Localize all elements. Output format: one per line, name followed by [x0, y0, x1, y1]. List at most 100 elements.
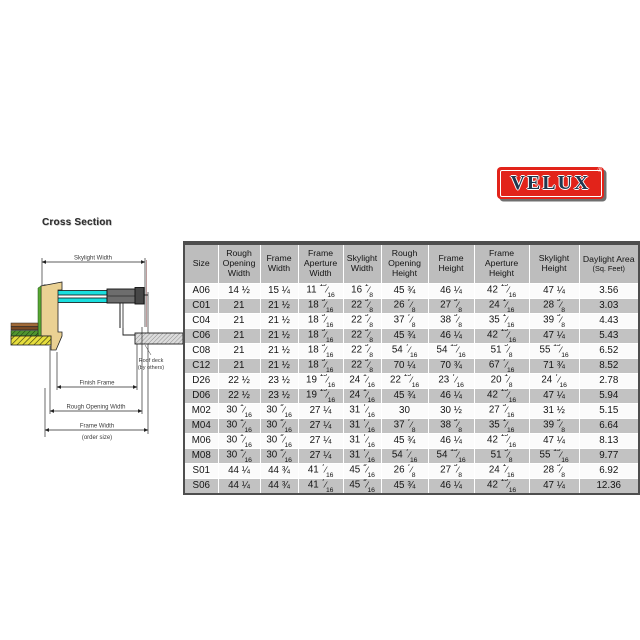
table-cell: 21 — [217, 358, 261, 375]
table-cell: 3.56 — [578, 282, 640, 300]
table-cell: 22 3⁄8 — [342, 328, 382, 345]
table-cell: 19 15⁄16 — [297, 388, 344, 405]
size-cell: M04 — [183, 418, 219, 435]
size-cell: D06 — [183, 388, 219, 405]
table-body: A06 14 ½ 15 ¼ 11 15⁄16 16 1⁄8 45 ¾ 46 ¼ 42 15⁄1… — [183, 282, 640, 495]
table-cell: 30 1⁄16 — [217, 448, 261, 465]
table-cell: 30 9⁄16 — [259, 433, 299, 450]
table-row: M04 30 1⁄16 30 9⁄16 27 ¼ 31 7⁄16 37 7⁄8 38 3⁄8… — [183, 418, 640, 435]
column-header: Rough Opening Width — [217, 242, 261, 284]
table-cell: 5.43 — [578, 328, 640, 345]
table-cell: 22 ½ — [217, 373, 261, 390]
table-cell: 39 3⁄8 — [528, 418, 580, 435]
table-cell: 31 7⁄16 — [342, 418, 382, 435]
dim-label-finish-frame: Finish Frame — [79, 381, 115, 387]
table-cell: 55 15⁄16 — [528, 448, 580, 465]
table-cell: 45 ¾ — [380, 328, 429, 345]
table-cell: 54 15⁄16 — [427, 448, 475, 465]
size-cell: D26 — [183, 373, 219, 390]
table-cell: 24 1⁄16 — [473, 298, 530, 315]
table-cell: 30 — [380, 403, 429, 420]
table-cell: 46 ¼ — [427, 328, 475, 345]
dimension-finish-frame: Finish Frame — [56, 344, 138, 390]
table-cell: 44 ¾ — [259, 478, 299, 495]
table-cell: 41 7⁄16 — [297, 478, 344, 495]
dim-label-frame-width: Frame Width — [80, 424, 114, 430]
table-cell: 42 15⁄16 — [473, 478, 530, 495]
cross-section-title: Cross Section — [42, 217, 112, 228]
table-cell: 38 3⁄8 — [427, 418, 475, 435]
table-cell: 47 ¼ — [528, 478, 580, 495]
table-cell: 31 7⁄16 — [342, 448, 382, 465]
table-cell: 21 ½ — [259, 358, 299, 375]
table-cell: 30 9⁄16 — [259, 448, 299, 465]
column-header: Rough Opening Height — [380, 242, 429, 284]
table-row: A06 14 ½ 15 ¼ 11 15⁄16 16 1⁄8 45 ¾ 46 ¼ 42 15⁄1… — [183, 282, 640, 300]
table-cell: 45 ¾ — [380, 478, 429, 495]
registered-trademark: ® — [597, 168, 602, 174]
table-cell: 45 9⁄16 — [342, 478, 382, 495]
table-cell: 45 ¾ — [380, 433, 429, 450]
dimension-rough-opening: Rough Opening Width — [49, 327, 143, 414]
table-row: C06 21 21 ½ 18 3⁄16 22 3⁄8 45 ¾ 46 ¼ 42 15⁄16 47… — [183, 328, 640, 345]
table-cell: 23 ½ — [259, 388, 299, 405]
size-cell: M06 — [183, 433, 219, 450]
table-row: M02 30 1⁄16 30 9⁄16 27 ¼ 31 7⁄16 30 30 ½ 27 3⁄1… — [183, 403, 640, 420]
table-cell: 46 ¼ — [427, 388, 475, 405]
table-cell: 28 3⁄8 — [528, 298, 580, 315]
table-cell: 27 3⁄16 — [473, 403, 530, 420]
deck-note: Roof deck (by others) — [138, 344, 164, 371]
table-cell: 27 ¼ — [297, 433, 344, 450]
table-cell: 24 7⁄16 — [528, 373, 580, 390]
size-cell: C06 — [183, 328, 219, 345]
table-cell: 21 ½ — [259, 313, 299, 330]
table-row: D26 22 ½ 23 ½ 19 15⁄16 24 1⁄16 22 15⁄16 23 7⁄1… — [183, 373, 640, 390]
table-cell: 45 9⁄16 — [342, 463, 382, 480]
table-cell: 55 15⁄16 — [528, 343, 580, 360]
table-row: C12 21 21 ½ 18 3⁄16 22 3⁄8 70 ¼ 70 ¾ 67 7⁄16 71 … — [183, 358, 640, 375]
column-header: Frame Width — [259, 242, 299, 284]
table-cell: 21 — [217, 343, 261, 360]
table-row: C01 21 21 ½ 18 3⁄16 22 3⁄8 26 7⁄8 27 3⁄8 24 1⁄1… — [183, 298, 640, 315]
table-cell: 11 15⁄16 — [297, 282, 344, 300]
table-cell: 70 ¼ — [380, 358, 429, 375]
table-cell: 16 1⁄8 — [342, 282, 382, 300]
table-cell: 30 1⁄16 — [217, 433, 261, 450]
table-cell: 51 5⁄8 — [473, 448, 530, 465]
table-cell: 47 ¼ — [528, 388, 580, 405]
table-cell: 24 1⁄16 — [342, 388, 382, 405]
table-cell: 23 7⁄16 — [427, 373, 475, 390]
table-cell: 8.52 — [578, 358, 640, 375]
table-cell: 46 ¼ — [427, 282, 475, 300]
table-cell: 19 15⁄16 — [297, 373, 344, 390]
table-cell: 22 3⁄8 — [342, 298, 382, 315]
table-cell: 30 1⁄16 — [217, 403, 261, 420]
table-cell: 18 3⁄16 — [297, 328, 344, 345]
table-cell: 20 1⁄8 — [473, 373, 530, 390]
table-cell: 35 1⁄16 — [473, 313, 530, 330]
header-row: Size Rough Opening Width Frame Width Frame … — [183, 242, 640, 284]
interior-jamb — [119, 303, 135, 336]
table-cell: 37 7⁄8 — [380, 418, 429, 435]
table-cell: 47 ¼ — [528, 328, 580, 345]
column-header: Frame Height — [427, 242, 475, 284]
table-cell: 38 3⁄8 — [427, 313, 475, 330]
table-cell: 47 ¼ — [528, 282, 580, 300]
column-header: Daylight Area (Sq. Feet) — [578, 242, 640, 284]
table-row: C08 21 21 ½ 18 3⁄16 22 3⁄8 54 7⁄16 54 15⁄16 51 … — [183, 343, 640, 360]
table-cell: 27 ¼ — [297, 403, 344, 420]
table-cell: 27 ¼ — [297, 448, 344, 465]
table-cell: 42 15⁄16 — [473, 388, 530, 405]
table-cell: 35 1⁄16 — [473, 418, 530, 435]
table-cell: 45 ¾ — [380, 282, 429, 300]
table-cell: 24 1⁄16 — [473, 463, 530, 480]
table-cell: 6.92 — [578, 463, 640, 480]
table-cell: 22 15⁄16 — [380, 373, 429, 390]
table-cell: 27 ¼ — [297, 418, 344, 435]
table-cell: 18 3⁄16 — [297, 358, 344, 375]
size-cell: S06 — [183, 478, 219, 495]
table-cell: 31 7⁄16 — [342, 433, 382, 450]
table-row: D06 22 ½ 23 ½ 19 15⁄16 24 1⁄16 45 ¾ 46 ¼ 42 15⁄… — [183, 388, 640, 405]
size-cell: C04 — [183, 313, 219, 330]
